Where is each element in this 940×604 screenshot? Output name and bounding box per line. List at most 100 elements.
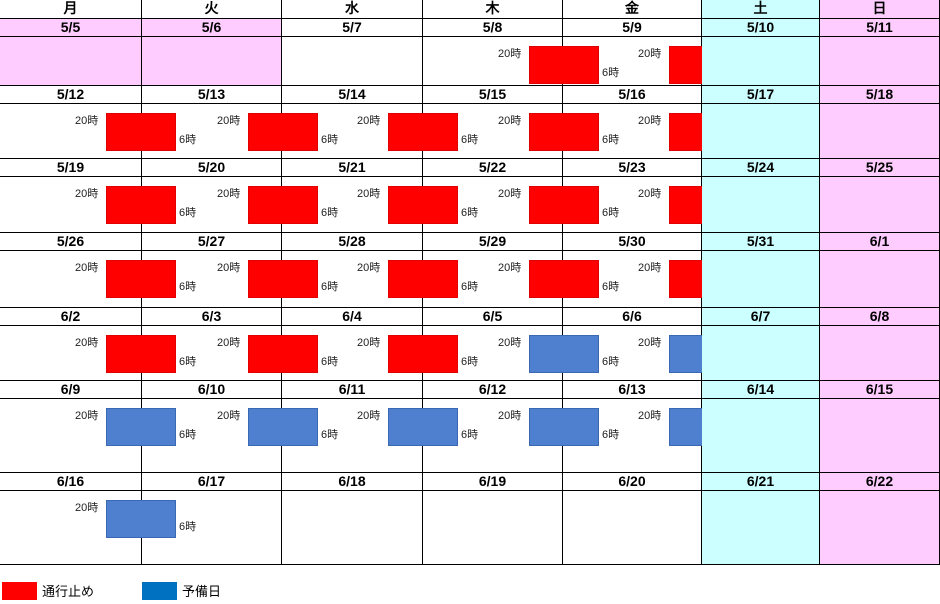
start-time-label: 20時	[75, 337, 99, 349]
day-date: 5/16	[563, 86, 701, 104]
weekday-header: 水	[282, 0, 423, 19]
day-cell: 5/10	[702, 19, 820, 86]
end-time-label: 6時	[461, 429, 479, 441]
day-date: 5/21	[282, 159, 422, 177]
day-date: 6/6	[563, 308, 701, 326]
legend-closure-label: 通行止め	[42, 584, 95, 599]
start-time-label: 20時	[217, 410, 241, 422]
closure-bar	[529, 113, 599, 151]
day-date: 6/14	[702, 381, 819, 399]
day-date: 6/10	[142, 381, 281, 399]
start-time-label: 20時	[498, 337, 522, 349]
day-cell: 6/7	[702, 308, 820, 381]
day-cell: 5/24	[702, 159, 820, 233]
day-date: 5/14	[282, 86, 422, 104]
day-cell: 5/11	[820, 19, 940, 86]
closure-bar	[388, 186, 458, 224]
day-cell: 6/22	[820, 473, 940, 565]
end-time-label: 6時	[321, 281, 339, 293]
day-date: 5/27	[142, 233, 281, 251]
day-date: 5/9	[563, 19, 701, 37]
day-cell: 6/21	[702, 473, 820, 565]
day-date: 5/12	[0, 86, 141, 104]
day-date: 5/19	[0, 159, 141, 177]
end-time-label: 6時	[321, 207, 339, 219]
day-date: 6/8	[820, 308, 939, 326]
day-date: 6/15	[820, 381, 939, 399]
day-date: 6/5	[423, 308, 562, 326]
day-cell: 5/7	[282, 19, 423, 86]
day-date: 5/7	[282, 19, 422, 37]
start-time-label: 20時	[357, 337, 381, 349]
end-time-label: 6時	[179, 429, 197, 441]
day-date: 6/18	[282, 473, 422, 491]
end-time-label: 6時	[179, 281, 197, 293]
end-time-label: 6時	[179, 207, 197, 219]
day-date: 5/20	[142, 159, 281, 177]
reserve-bar	[248, 408, 318, 446]
day-cell: 5/6	[142, 19, 282, 86]
closure-bar	[106, 186, 176, 224]
day-cell: 5/17	[702, 86, 820, 159]
day-date: 6/16	[0, 473, 141, 491]
end-time-label: 6時	[602, 134, 620, 146]
end-time-label: 6時	[321, 134, 339, 146]
day-date: 5/22	[423, 159, 562, 177]
day-date: 5/17	[702, 86, 819, 104]
start-time-label: 20時	[217, 337, 241, 349]
start-time-label: 20時	[498, 410, 522, 422]
day-date: 6/12	[423, 381, 562, 399]
day-date: 6/19	[423, 473, 562, 491]
closure-bar	[248, 186, 318, 224]
start-time-label: 20時	[357, 262, 381, 274]
end-time-label: 6時	[179, 356, 197, 368]
day-date: 5/31	[702, 233, 819, 251]
end-time-label: 6時	[179, 134, 197, 146]
day-date: 6/7	[702, 308, 819, 326]
weekday-header: 火	[142, 0, 282, 19]
start-time-label: 20時	[75, 188, 99, 200]
start-time-label: 20時	[638, 188, 662, 200]
day-date: 6/3	[142, 308, 281, 326]
day-cell: 5/18	[820, 86, 940, 159]
closure-bar	[388, 113, 458, 151]
day-cell: 6/15	[820, 381, 940, 473]
day-cell: 6/17	[142, 473, 282, 565]
start-time-label: 20時	[638, 262, 662, 274]
day-date: 5/18	[820, 86, 939, 104]
day-date: 5/6	[142, 19, 281, 37]
closure-bar	[248, 335, 318, 373]
weekday-header: 金	[563, 0, 702, 19]
day-date: 6/2	[0, 308, 141, 326]
legend-reserve-label: 予備日	[182, 584, 222, 599]
day-cell: 5/31	[702, 233, 820, 308]
start-time-label: 20時	[75, 502, 99, 514]
reserve-bar	[106, 408, 176, 446]
day-date: 5/24	[702, 159, 819, 177]
end-time-label: 6時	[461, 281, 479, 293]
start-time-label: 20時	[638, 337, 662, 349]
end-time-label: 6時	[321, 356, 339, 368]
start-time-label: 20時	[638, 410, 662, 422]
end-time-label: 6時	[461, 134, 479, 146]
end-time-label: 6時	[602, 67, 620, 79]
closure-bar	[388, 335, 458, 373]
closure-bar	[529, 46, 599, 84]
reserve-bar	[529, 335, 599, 373]
legend-closure-swatch	[2, 582, 37, 600]
start-time-label: 20時	[498, 262, 522, 274]
start-time-label: 20時	[638, 115, 662, 127]
day-date: 6/1	[820, 233, 939, 251]
start-time-label: 20時	[498, 48, 522, 60]
day-date: 5/23	[563, 159, 701, 177]
end-time-label: 6時	[179, 521, 197, 533]
start-time-label: 20時	[217, 115, 241, 127]
day-date: 5/5	[0, 19, 141, 37]
day-date: 6/22	[820, 473, 939, 491]
day-date: 5/8	[423, 19, 562, 37]
day-date: 6/4	[282, 308, 422, 326]
end-time-label: 6時	[602, 356, 620, 368]
start-time-label: 20時	[75, 115, 99, 127]
end-time-label: 6時	[602, 281, 620, 293]
